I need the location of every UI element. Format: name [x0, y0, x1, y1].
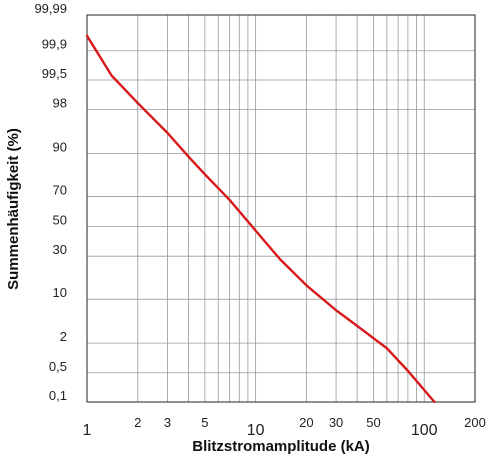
x-tick-label: 200	[464, 415, 486, 430]
x-axis-label: Blitzstromamplitude (kA)	[192, 438, 370, 455]
y-tick-label: 70	[53, 183, 67, 198]
y-tick-label: 98	[53, 96, 67, 111]
x-tick-label: 2	[134, 415, 141, 430]
x-tick-label: 30	[329, 415, 343, 430]
y-tick-label: 99,5	[42, 66, 67, 81]
y-tick-label: 30	[53, 242, 67, 257]
y-tick-label: 0,5	[49, 359, 67, 374]
x-tick-label: 3	[164, 415, 171, 430]
y-tick-label: 10	[53, 285, 67, 300]
y-tick-labels: 99,99 99,9 99,5 98 90 70 50 30 10 2 0,5 0,1	[34, 1, 67, 403]
series-line	[85, 34, 436, 404]
y-axis-label: Summenhäufigkeit (%)	[5, 128, 22, 290]
x-tick-label: 20	[299, 415, 313, 430]
grid	[87, 14, 476, 403]
series-layer	[85, 34, 436, 404]
x-tick-label: 5	[201, 415, 208, 430]
x-tick-label: 50	[366, 415, 380, 430]
y-tick-label: 0,1	[49, 388, 67, 403]
x-tick-labels: 1 2 3 5 10 20 30 50 100 200	[83, 415, 486, 439]
x-tick-label: 10	[247, 422, 265, 439]
x-tick-label: 100	[411, 422, 438, 439]
y-tick-label: 99,9	[42, 37, 67, 52]
y-tick-label: 50	[53, 212, 67, 227]
plot-frame	[86, 14, 476, 403]
y-tick-label: 90	[53, 140, 67, 155]
x-tick-label: 1	[83, 422, 92, 439]
y-tick-label: 99,99	[34, 1, 67, 16]
y-tick-label: 2	[60, 329, 67, 344]
